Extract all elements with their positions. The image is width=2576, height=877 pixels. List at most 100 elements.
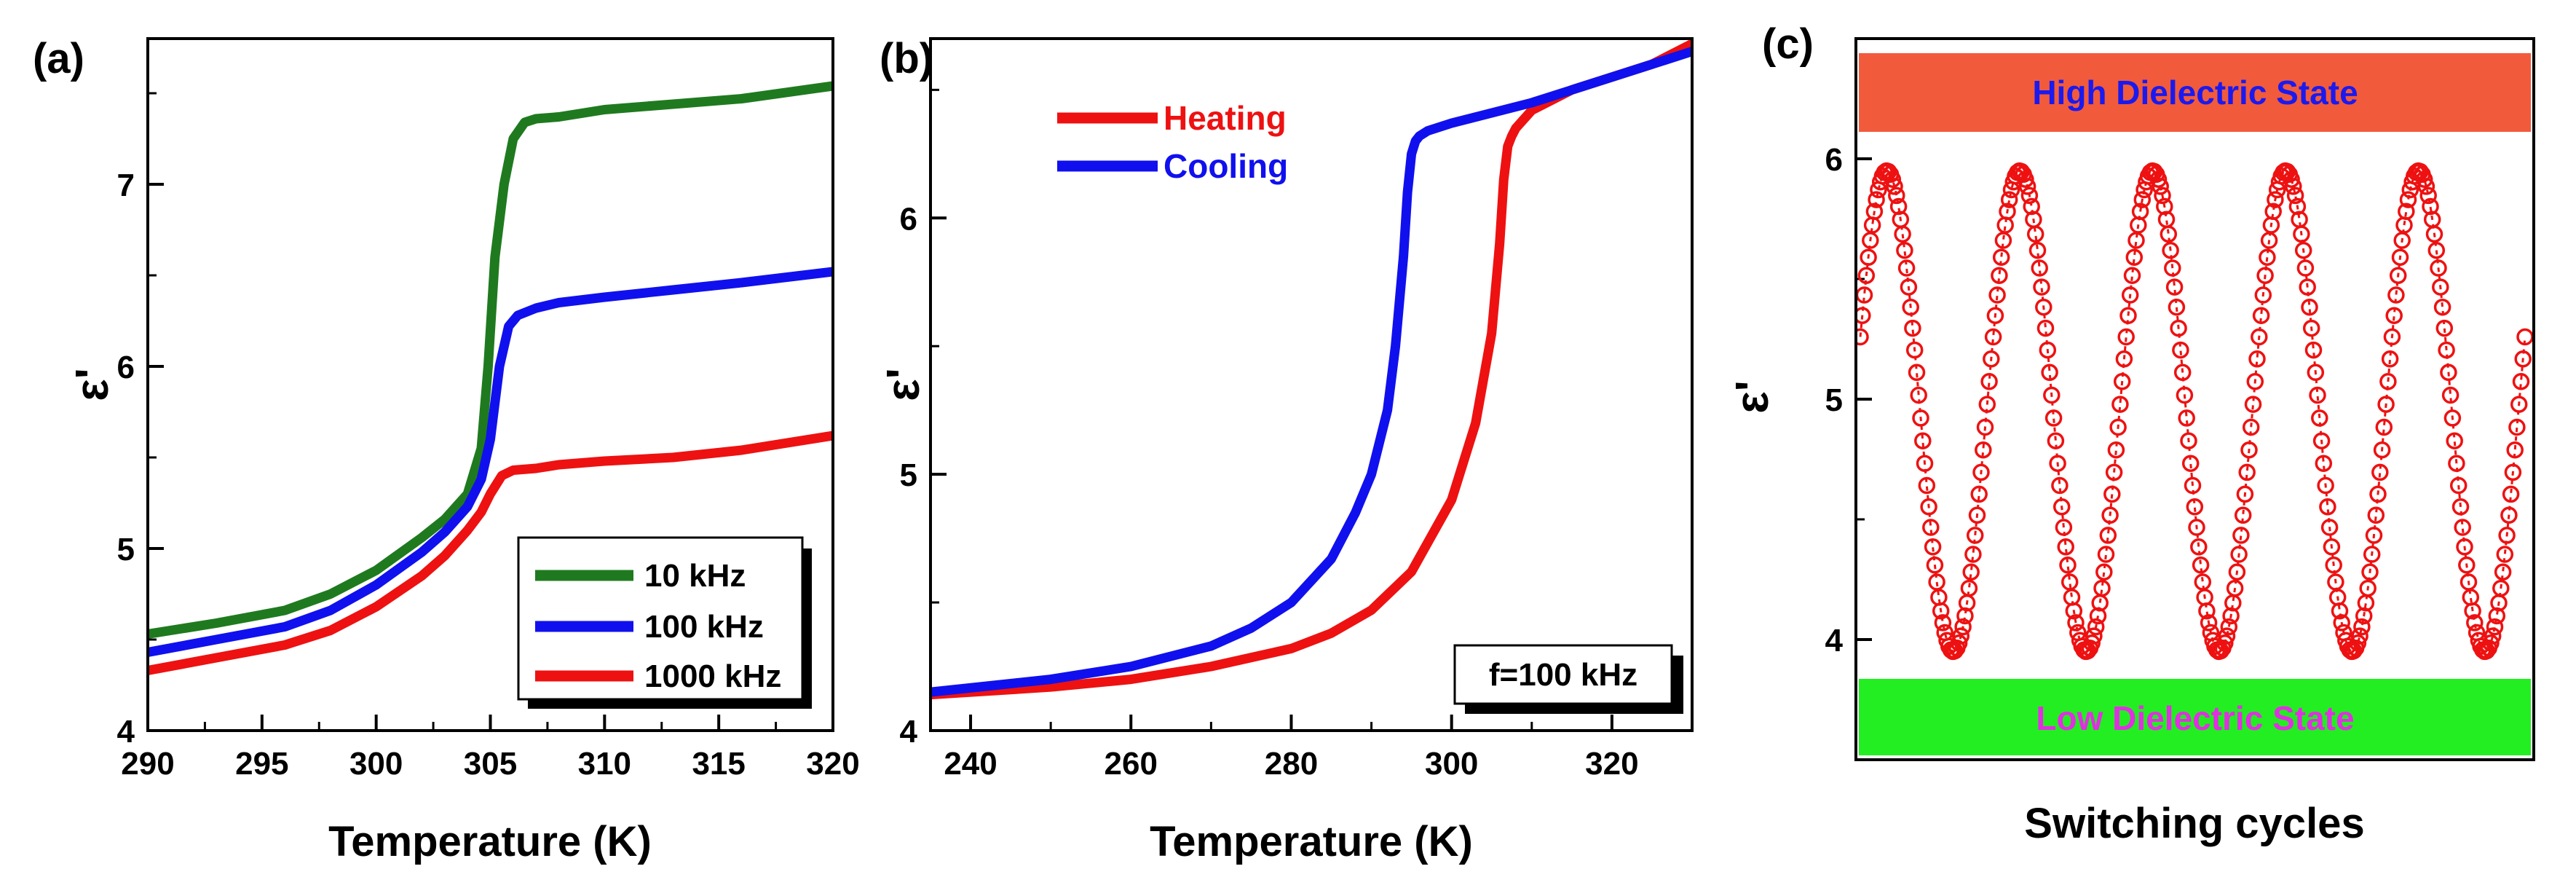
- switching-marker: [2093, 579, 2111, 597]
- switching-marker: [2293, 225, 2310, 243]
- switching-marker: [2083, 634, 2101, 652]
- switching-marker: [2251, 328, 2268, 346]
- switching-marker: [1962, 563, 1980, 581]
- panel-b-xlabel: Temperature (K): [1150, 818, 1473, 865]
- switching-marker: [2381, 350, 2399, 368]
- switching-marker: [1976, 418, 1994, 436]
- switching-marker: [2454, 519, 2471, 536]
- y-tick-label: 4: [1825, 623, 1844, 658]
- switching-marker: [2430, 259, 2447, 277]
- panel-a-ylabel: ε': [66, 368, 118, 401]
- switching-marker: [2170, 319, 2187, 337]
- switching-marker: [2236, 485, 2254, 503]
- switching-marker: [2178, 409, 2195, 427]
- switching-marker: [2035, 298, 2052, 316]
- switching-marker: [2422, 197, 2439, 216]
- switching-marker: [2111, 396, 2129, 413]
- switching-marker: [2484, 627, 2502, 645]
- switching-marker: [2446, 432, 2463, 449]
- switching-marker: [2052, 498, 2071, 516]
- x-tick-label: 320: [806, 746, 859, 782]
- switching-marker: [2162, 241, 2179, 259]
- panel-a-y-tick-labels: 4 5 6 7: [117, 168, 135, 750]
- switching-marker: [2486, 618, 2504, 636]
- panel-b-frame: [929, 37, 1694, 732]
- switching-marker: [2119, 307, 2137, 324]
- switching-marker: [1968, 506, 1986, 524]
- x-tick-label: 280: [1265, 746, 1318, 782]
- switching-marker: [2417, 178, 2435, 195]
- switching-marker: [1988, 286, 2006, 304]
- switching-marker: [2319, 498, 2336, 516]
- switching-marker: [2087, 618, 2105, 636]
- x-tick-label: 315: [692, 746, 745, 782]
- switching-marker: [2154, 186, 2171, 205]
- switching-marker: [2036, 319, 2055, 337]
- switching-marker: [1905, 341, 1924, 359]
- switching-marker: [2283, 170, 2300, 188]
- switching-marker: [2198, 602, 2216, 620]
- switching-marker: [2510, 396, 2528, 413]
- switching-marker: [2415, 170, 2433, 188]
- switching-marker: [1916, 455, 1934, 472]
- switching-marker: [2349, 634, 2367, 652]
- switching-marker: [2020, 186, 2039, 205]
- switching-marker: [2440, 363, 2457, 382]
- switching-marker: [2101, 506, 2119, 524]
- switching-marker: [2488, 607, 2506, 625]
- switching-marker: [2514, 350, 2532, 368]
- switching-marker: [2031, 259, 2048, 277]
- x-tick-label: 240: [944, 746, 997, 782]
- switching-marker: [2017, 170, 2034, 188]
- switching-marker: [2383, 328, 2401, 346]
- switching-marker: [2315, 455, 2333, 472]
- panel-c: (c) High Dielectric State Low Dielectric…: [1726, 20, 2535, 847]
- x-tick-label: 310: [578, 746, 631, 782]
- panel-b-ticks: [931, 88, 1613, 732]
- high-state-band: [1859, 53, 2531, 132]
- switching-marker: [2041, 363, 2058, 382]
- switching-marker: [1984, 328, 2002, 346]
- x-tick-label: 300: [1425, 746, 1478, 782]
- switching-marker: [1978, 396, 1996, 413]
- switching-marker: [2230, 546, 2248, 563]
- switching-marker: [2039, 341, 2057, 359]
- switching-marker: [2438, 341, 2455, 359]
- switching-marker: [2296, 259, 2315, 277]
- low-state-band: [1859, 679, 2531, 755]
- switching-marker: [2492, 579, 2510, 597]
- panel-a-xlabel: Temperature (K): [328, 818, 652, 865]
- switching-marker: [2156, 197, 2173, 216]
- switching-marker: [1889, 197, 1908, 216]
- switching-marker: [2506, 441, 2524, 459]
- switching-marker: [2218, 627, 2236, 645]
- switching-marker: [2288, 197, 2307, 216]
- switching-marker: [2200, 614, 2218, 632]
- switching-marker: [2433, 298, 2451, 316]
- switching-marker: [1964, 546, 1982, 563]
- switching-marker: [2294, 241, 2312, 259]
- series-line-10-khz: [148, 81, 833, 639]
- switching-marker: [2067, 614, 2085, 632]
- switching-marker: [2331, 602, 2349, 620]
- switching-marker: [2312, 432, 2331, 449]
- switching-marker: [2109, 418, 2127, 436]
- switching-marker: [1868, 191, 1885, 208]
- switching-marker: [2123, 267, 2141, 284]
- switching-marker: [2059, 557, 2077, 574]
- low-state-label: Low Dielectric State: [2036, 699, 2354, 737]
- switching-marker: [2097, 546, 2115, 563]
- y-tick-label: 4: [900, 714, 918, 750]
- switching-marker: [2496, 546, 2514, 563]
- switching-marker: [1888, 186, 1905, 205]
- switching-marker: [2419, 186, 2437, 205]
- switching-marker: [2160, 225, 2178, 243]
- switching-marker: [2240, 441, 2258, 459]
- switching-marker: [2023, 197, 2040, 216]
- switching-marker: [2286, 186, 2304, 205]
- switching-marker: [2259, 248, 2276, 266]
- switching-marker: [2107, 441, 2125, 459]
- switching-marker: [2234, 506, 2252, 524]
- panel-c-markers: [1856, 162, 2534, 661]
- panel-c-frame: [1854, 37, 2535, 761]
